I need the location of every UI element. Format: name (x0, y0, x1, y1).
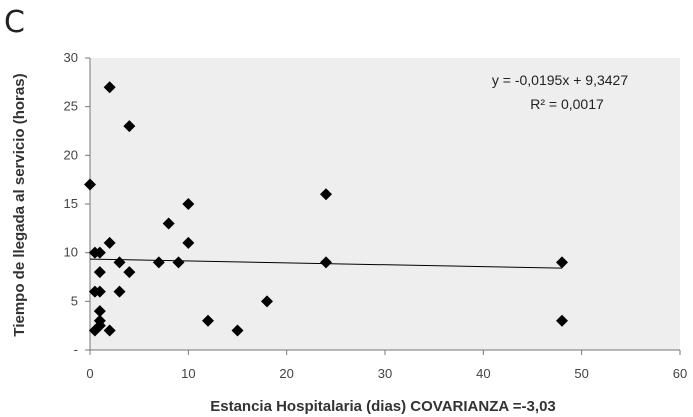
y-tick-label: 10 (64, 245, 78, 260)
data-point (261, 295, 273, 308)
data-point (320, 256, 332, 269)
data-point (123, 120, 136, 133)
trendline-equation: y = -0,0195x + 9,3427 (492, 72, 628, 88)
x-axis: 0 10 20 30 40 50 60 (86, 349, 687, 381)
x-tick-label: 30 (378, 366, 392, 381)
data-point (172, 256, 185, 269)
data-point (162, 217, 175, 230)
x-tick-label: 20 (279, 366, 293, 381)
y-tick-label: 5 (71, 293, 78, 308)
x-tick-label: 50 (574, 366, 588, 381)
data-point (93, 305, 106, 318)
data-point (84, 178, 96, 191)
data-point (123, 266, 136, 279)
y-tick-label: 30 (64, 50, 78, 65)
data-point (93, 246, 106, 259)
data-point (93, 266, 106, 279)
y-axis-title: Tiempo de llegada al servicio (horas) (11, 73, 28, 336)
x-tick-label: 40 (476, 366, 490, 381)
data-point (103, 324, 116, 337)
data-point (152, 256, 165, 269)
x-tick-label: 60 (673, 366, 687, 381)
data-point (556, 256, 568, 269)
data-point (231, 324, 244, 337)
data-points (84, 81, 568, 337)
data-point (556, 314, 568, 327)
x-axis-title: Estancia Hospitalaria (dias) COVARIANZA … (210, 398, 556, 415)
x-tick-label: 0 (86, 366, 93, 381)
data-point (182, 198, 195, 210)
y-axis: - 5 10 15 20 25 30 (64, 50, 91, 357)
y-tick-label: - (74, 342, 78, 357)
data-point (103, 236, 116, 249)
data-point (202, 314, 214, 327)
data-point (103, 81, 116, 94)
y-tick-label: 20 (64, 147, 78, 162)
data-point (93, 314, 106, 327)
data-point (113, 285, 126, 298)
data-point (93, 285, 106, 298)
r-squared-label: R² = 0,0017 (530, 96, 604, 112)
y-tick-label: 15 (64, 196, 78, 211)
x-tick-label: 10 (181, 366, 195, 381)
panel-label: C (4, 5, 25, 40)
y-tick-label: 25 (64, 99, 78, 114)
data-point (113, 256, 126, 269)
data-point (320, 188, 332, 201)
data-point (182, 236, 195, 249)
